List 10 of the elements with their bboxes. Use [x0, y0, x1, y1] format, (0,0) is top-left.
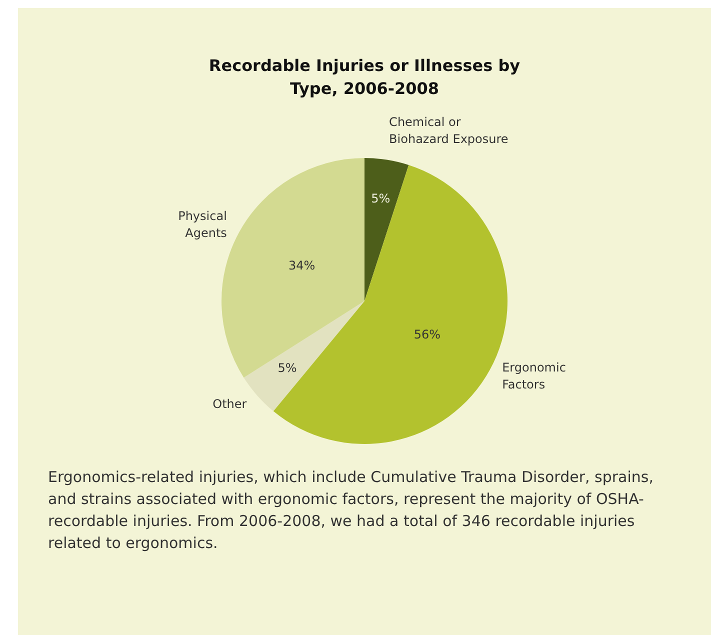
data-label: 5%: [278, 361, 297, 376]
data-label: 34%: [288, 258, 316, 273]
slice-label: Other: [212, 396, 247, 411]
slice-label: Physical Agents: [178, 208, 227, 240]
slice-label: Ergonomic Factors: [502, 360, 566, 392]
chart-title: Recordable Injuries or Illnesses by Type, 2006-2008: [208, 55, 522, 100]
slice-label: Chemical or Biohazard Exposure: [389, 115, 508, 146]
data-label: 5%: [371, 191, 390, 206]
data-label: 56%: [414, 328, 440, 342]
text: Ergonomics-related injuries, which include Cumulative Trauma Disorder, sprains, and strains associated with ergonomic factors, represent the majority of OSHA-recordable injuries. From 2006-2008, we had a total of 346 recordable injuries related to ergonomics.: [47, 467, 654, 554]
